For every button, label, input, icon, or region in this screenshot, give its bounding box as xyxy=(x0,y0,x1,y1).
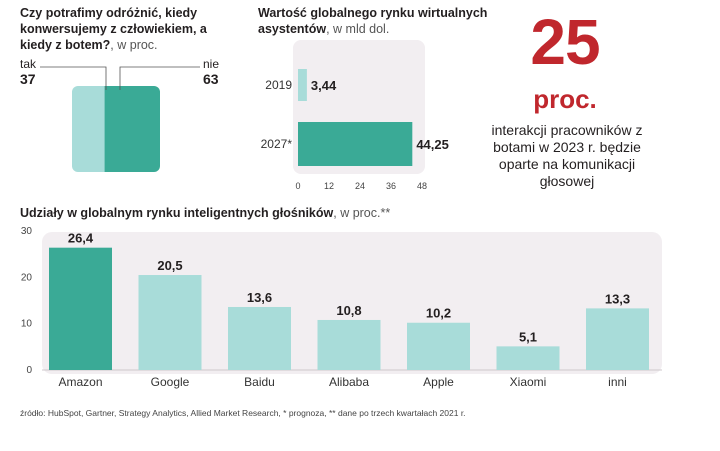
market-bar xyxy=(298,122,413,166)
speakers-y-tick: 0 xyxy=(26,365,32,376)
survey-leader-no xyxy=(119,66,200,90)
survey-no-value: 63 xyxy=(203,71,219,87)
speakers-value-label: 26,4 xyxy=(68,231,94,246)
speakers-bar xyxy=(586,308,649,370)
market-title: Wartość globalnego rynku wirtualnych asy… xyxy=(258,5,488,37)
survey-no-label: nie xyxy=(203,57,220,71)
speakers-bar xyxy=(138,275,202,370)
survey-title: Czy potrafimy odróżnić, kiedy konwersuje… xyxy=(20,5,240,53)
speakers-bar xyxy=(496,346,560,370)
speakers-category-label: Xiaomi xyxy=(510,375,547,389)
survey-title-text: Czy potrafimy odróżnić, kiedy konwersuje… xyxy=(20,6,207,52)
market-x-tick: 24 xyxy=(355,181,365,191)
market-title-unit: , w mld dol. xyxy=(326,22,390,36)
survey-leader-yes xyxy=(40,66,107,90)
market-x-tick: 48 xyxy=(417,181,427,191)
survey-yes-label: tak xyxy=(20,57,37,71)
speakers-title: Udziały w globalnym rynku inteligentnych… xyxy=(20,206,520,220)
speakers-category-label: inni xyxy=(608,375,627,389)
speakers-category-label: Baidu xyxy=(244,375,275,389)
speakers-category-label: Alibaba xyxy=(329,375,369,389)
speakers-category-label: Amazon xyxy=(58,375,102,389)
survey-title-unit: , w proc. xyxy=(110,38,158,52)
speakers-value-label: 20,5 xyxy=(157,258,182,273)
market-x-tick: 0 xyxy=(295,181,300,191)
market-x-tick: 12 xyxy=(324,181,334,191)
market-title-text: Wartość globalnego rynku wirtualnych asy… xyxy=(258,6,488,36)
market-chart: 2019 3,44 2027* 44,25 0 12 24 36 48 xyxy=(261,40,449,191)
speakers-y-tick: 30 xyxy=(21,226,33,237)
market-category-label: 2019 xyxy=(265,78,292,92)
highlight-text: interakcji pracowników z botami w 2023 r… xyxy=(491,122,643,189)
speakers-bar xyxy=(228,306,291,370)
survey-slice-no xyxy=(104,86,160,172)
highlight-unit: proc. xyxy=(533,84,597,114)
market-category-label: 2027* xyxy=(261,137,293,151)
speakers-value-label: 5,1 xyxy=(519,329,537,344)
market-value-label: 44,25 xyxy=(416,137,449,152)
speakers-category-label: Apple xyxy=(423,375,454,389)
speakers-title-unit: , w proc.** xyxy=(333,206,391,220)
market-x-tick: 36 xyxy=(386,181,396,191)
survey-chart xyxy=(40,66,200,172)
speakers-bar xyxy=(317,319,381,370)
market-bar xyxy=(298,69,307,101)
highlight-number: 25 xyxy=(530,6,600,78)
speakers-value-label: 10,2 xyxy=(426,306,451,321)
speakers-value-label: 13,3 xyxy=(605,291,630,306)
source-note: źródło: HubSpot, Gartner, Strategy Analy… xyxy=(20,408,466,418)
speakers-title-text: Udziały w globalnym rynku inteligentnych… xyxy=(20,206,334,220)
survey-yes-value: 37 xyxy=(20,71,36,87)
speakers-chart: 0 10 20 30 26,4 Amazon 20,5 Google 13,6 Baidu 10,8… xyxy=(21,226,662,389)
survey-slice-yes xyxy=(72,86,105,172)
market-value-label: 3,44 xyxy=(311,78,337,93)
speakers-value-label: 10,8 xyxy=(336,303,361,318)
speakers-bar xyxy=(407,322,470,370)
speakers-bar xyxy=(49,247,112,370)
speakers-value-label: 13,6 xyxy=(247,290,272,305)
speakers-y-tick: 10 xyxy=(21,319,33,330)
speakers-category-label: Google xyxy=(151,375,190,389)
speakers-y-tick: 20 xyxy=(21,272,33,283)
